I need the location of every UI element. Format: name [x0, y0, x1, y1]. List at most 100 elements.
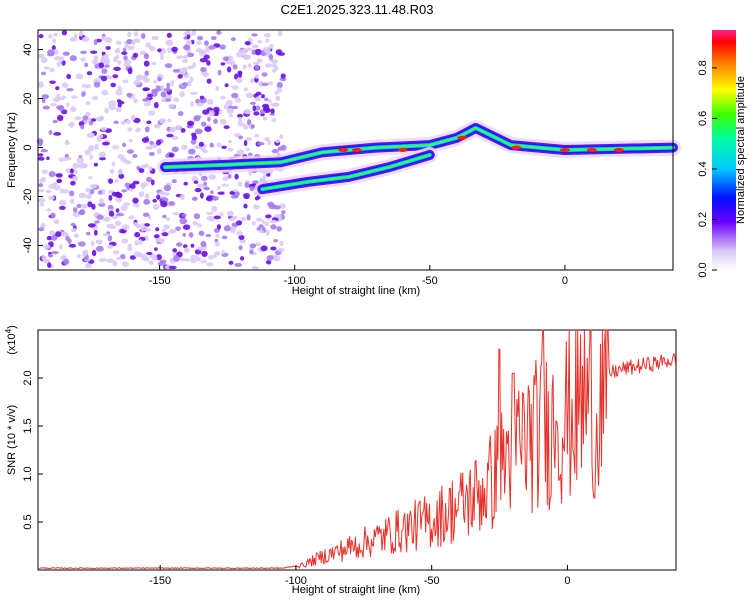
- noise-dot: [38, 227, 45, 232]
- noise-dot: [86, 71, 93, 76]
- noise-dot: [142, 87, 148, 92]
- noise-dot: [264, 97, 269, 102]
- noise-dot: [223, 225, 231, 232]
- noise-dot: [122, 47, 127, 53]
- noise-dot: [161, 232, 169, 237]
- noise-dot: [177, 74, 183, 79]
- noise-dot: [132, 203, 141, 208]
- noise-dot: [98, 202, 106, 207]
- noise-dot: [200, 192, 204, 199]
- noise-dot: [65, 235, 70, 242]
- noise-dot: [219, 212, 224, 217]
- noise-dot: [116, 192, 123, 199]
- noise-dot: [258, 229, 264, 234]
- noise-dot: [116, 99, 122, 103]
- noise-dot: [42, 105, 51, 110]
- noise-dot: [279, 134, 284, 140]
- noise-dot: [94, 220, 100, 224]
- noise-dot: [95, 239, 103, 245]
- noise-dot: [133, 79, 141, 86]
- noise-dot: [85, 84, 92, 89]
- noise-dot: [117, 102, 122, 108]
- noise-dot: [205, 196, 213, 202]
- noise-dot: [91, 118, 97, 122]
- noise-dot: [161, 228, 166, 233]
- x-tick-label: 0: [562, 275, 568, 287]
- noise-dot: [84, 149, 91, 156]
- noise-dot: [61, 82, 69, 88]
- noise-dot: [55, 231, 62, 238]
- noise-dot: [234, 263, 243, 267]
- noise-dot: [91, 203, 96, 210]
- noise-dot: [40, 149, 48, 153]
- noise-dot: [206, 78, 212, 84]
- noise-dot: [50, 212, 56, 219]
- noise-dot: [129, 183, 136, 190]
- noise-dot: [109, 168, 115, 174]
- noise-dot: [121, 158, 128, 163]
- noise-dot: [128, 215, 135, 220]
- noise-dot: [101, 89, 109, 96]
- trace-hotspot: [338, 148, 349, 152]
- noise-dot: [111, 161, 116, 167]
- noise-dot: [124, 59, 132, 66]
- noise-dot: [187, 120, 195, 126]
- noise-dot: [236, 77, 243, 84]
- snr-x-label: Height of straight line (km): [292, 584, 420, 596]
- noise-dot: [109, 225, 117, 229]
- noise-dot: [88, 145, 95, 152]
- noise-dot: [169, 126, 176, 133]
- noise-dot: [179, 69, 186, 76]
- noise-dot: [105, 37, 113, 44]
- noise-dot: [85, 101, 91, 106]
- noise-dot: [265, 214, 272, 219]
- noise-dot: [72, 162, 79, 169]
- noise-dot: [138, 191, 145, 198]
- noise-dot: [148, 260, 154, 265]
- noise-dot: [58, 199, 67, 206]
- noise-dot: [156, 148, 162, 155]
- noise-dot: [186, 34, 191, 40]
- noise-dot: [133, 98, 138, 104]
- noise-dot: [270, 108, 275, 114]
- noise-dot: [135, 74, 144, 81]
- noise-dot: [153, 123, 161, 129]
- trace-hotspot: [511, 145, 522, 150]
- noise-dot: [60, 231, 69, 237]
- noise-dot: [172, 69, 180, 73]
- noise-dot: [191, 196, 198, 201]
- y-tick-label: 1.5: [22, 418, 34, 433]
- noise-dot: [202, 149, 209, 153]
- noise-dot: [115, 106, 122, 113]
- noise-dot: [115, 208, 120, 213]
- noise-dot: [95, 245, 104, 252]
- spectrogram-panel: -150 -100 -50 0 -40 -20 0 20 40 Height of strai…: [6, 29, 681, 297]
- noise-dot: [200, 259, 207, 264]
- noise-dot: [160, 84, 165, 91]
- noise-dot: [177, 111, 184, 117]
- spectral-traces: [157, 120, 681, 198]
- noise-dot: [87, 223, 96, 228]
- noise-dot: [38, 183, 44, 188]
- noise-dot: [232, 188, 239, 193]
- noise-dot: [203, 54, 210, 60]
- noise-dot: [133, 117, 141, 124]
- noise-dot: [276, 226, 282, 232]
- noise-dot: [173, 255, 180, 262]
- noise-dot: [220, 62, 226, 66]
- noise-dot: [255, 96, 262, 102]
- noise-dot: [147, 93, 154, 98]
- noise-dot: [244, 109, 252, 115]
- noise-dot: [85, 187, 91, 193]
- noise-dot: [276, 248, 285, 252]
- trace-hotspot: [559, 148, 570, 152]
- noise-dot: [226, 66, 232, 73]
- y-tick-label: 20: [22, 92, 34, 104]
- noise-dot: [190, 91, 198, 95]
- noise-dot: [257, 142, 265, 146]
- noise-dot: [154, 247, 158, 251]
- noise-dot: [49, 230, 56, 236]
- noise-dot: [55, 86, 60, 91]
- noise-dot: [156, 194, 161, 200]
- noise-dot: [242, 64, 247, 70]
